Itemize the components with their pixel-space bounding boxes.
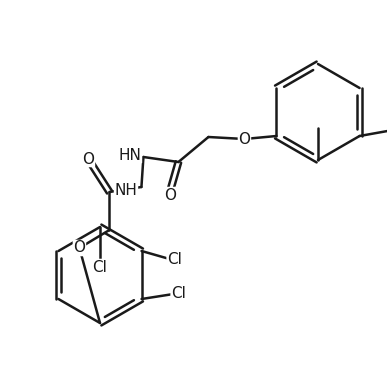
Text: O: O <box>82 151 94 167</box>
Text: Cl: Cl <box>92 259 108 275</box>
Text: O: O <box>238 131 250 147</box>
Text: NH: NH <box>115 183 137 197</box>
Text: Cl: Cl <box>167 252 182 266</box>
Text: O: O <box>74 240 86 256</box>
Text: Cl: Cl <box>171 286 186 302</box>
Text: O: O <box>164 187 176 203</box>
Text: HN: HN <box>118 148 141 162</box>
